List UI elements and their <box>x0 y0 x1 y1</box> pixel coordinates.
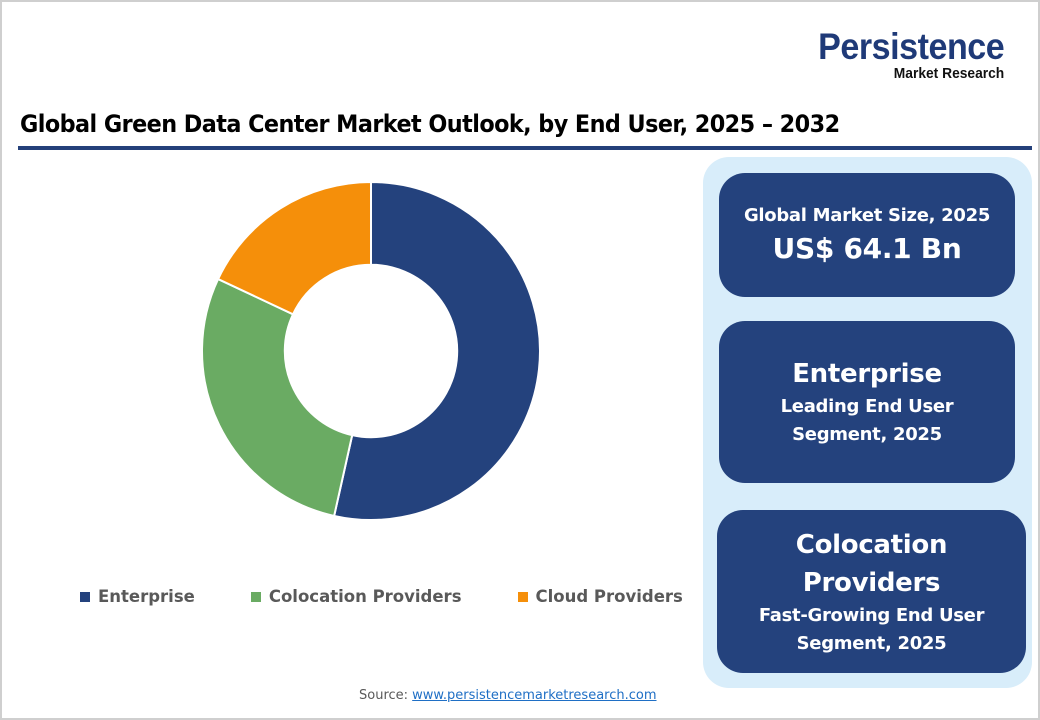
donut-chart <box>201 180 541 521</box>
legend-label: Colocation Providers <box>268 587 462 606</box>
donut-slices <box>201 180 541 521</box>
market-size-card: Global Market Size, 2025 US$ 64.1 Bn <box>719 173 1015 297</box>
legend-label: Cloud Providers <box>535 587 683 606</box>
legend-swatch-enterprise <box>80 591 90 602</box>
fastest-segment-name-2: Providers <box>802 567 941 598</box>
legend-item-colocation: Colocation Providers <box>250 587 462 606</box>
chart-legend: Enterprise Colocation Providers Cloud Pr… <box>80 587 739 606</box>
donut-slice-colocation-providers <box>201 277 354 518</box>
source-note: Source: www.persistencemarketresearch.co… <box>359 688 657 703</box>
leading-segment-desc-1: Leading End User <box>780 396 954 417</box>
source-link[interactable]: www.persistencemarketresearch.com <box>412 688 657 703</box>
fastest-segment-desc-2: Segment, 2025 <box>796 632 947 654</box>
fastest-segment-name-1: Colocation <box>795 529 948 560</box>
title-underline <box>18 146 1032 150</box>
donut-slice-enterprise <box>332 180 541 521</box>
company-logo: Persistence Market Research <box>802 26 1005 82</box>
donut-slice-cloud-providers <box>216 180 372 316</box>
source-label: Source: <box>359 688 409 703</box>
legend-label: Enterprise <box>98 587 195 606</box>
legend-item-enterprise: Enterprise <box>80 587 195 606</box>
logo-subtitle: Market Research <box>893 65 1004 82</box>
chart-title: Global Green Data Center Market Outlook,… <box>20 110 840 138</box>
fastest-segment-card: Colocation Providers Fast-Growing End Us… <box>717 510 1026 673</box>
legend-swatch-cloud <box>517 591 528 602</box>
leading-segment-desc-2: Segment, 2025 <box>792 424 942 445</box>
leading-segment-name: Enterprise <box>792 359 942 389</box>
logo-wordmark: Persistence <box>817 26 1005 67</box>
market-size-label: Global Market Size, 2025 <box>743 205 991 226</box>
fastest-segment-desc-1: Fast-Growing End User <box>758 604 985 626</box>
leading-segment-card: Enterprise Leading End User Segment, 202… <box>719 321 1015 483</box>
legend-swatch-colocation <box>250 591 261 602</box>
legend-item-cloud: Cloud Providers <box>517 587 683 606</box>
market-size-value: US$ 64.1 Bn <box>772 232 962 265</box>
